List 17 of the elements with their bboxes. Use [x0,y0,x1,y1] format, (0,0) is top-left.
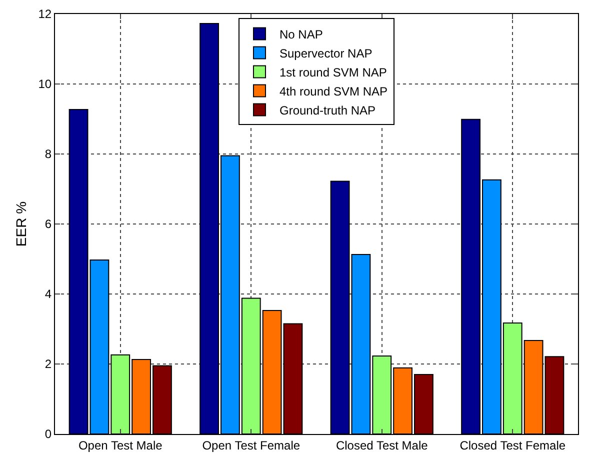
x-tick-label: Open Test Female [202,438,300,452]
x-tick-label: Closed Test Male [336,438,428,452]
y-tick-label: 2 [44,357,52,372]
legend-label: No NAP [280,27,323,42]
y-tick-label: 6 [44,217,52,232]
y-axis-title: EER % [12,201,29,247]
y-tick-label: 12 [38,7,52,22]
legend-label: Ground-truth NAP [280,103,376,118]
x-tick-label: Open Test Male [78,438,163,452]
x-tick-label: Closed Test Female [460,438,566,452]
y-tick-label: 10 [38,77,52,92]
y-tick-label: 0 [44,427,52,442]
legend-label: 4th round SVM NAP [280,84,388,98]
legend-label: 1st round SVM NAP [280,65,387,80]
y-tick-label: 8 [44,147,52,162]
y-tick-label: 4 [44,287,52,302]
legend-label: Supervector NAP [280,46,372,60]
